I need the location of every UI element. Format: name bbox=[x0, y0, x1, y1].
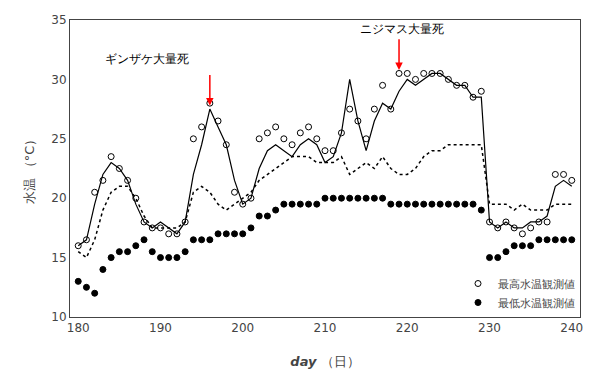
svg-text:240: 240 bbox=[560, 321, 583, 335]
svg-text:ギンザケ大量死: ギンザケ大量死 bbox=[105, 52, 189, 66]
svg-text:200: 200 bbox=[231, 321, 254, 335]
svg-text:230: 230 bbox=[478, 321, 501, 335]
svg-text:day （日）: day （日） bbox=[290, 354, 359, 369]
svg-text:ニジマス大量死: ニジマス大量死 bbox=[360, 22, 444, 36]
svg-text:10: 10 bbox=[51, 310, 66, 324]
svg-text:35: 35 bbox=[51, 13, 66, 27]
svg-text:180: 180 bbox=[67, 321, 90, 335]
svg-text:最低水温観測値: 最低水温観測値 bbox=[498, 297, 575, 310]
svg-text:20: 20 bbox=[51, 191, 66, 205]
svg-text:25: 25 bbox=[51, 132, 66, 146]
svg-text:15: 15 bbox=[51, 251, 66, 265]
svg-text:30: 30 bbox=[51, 73, 66, 87]
svg-text:190: 190 bbox=[149, 321, 172, 335]
svg-text:210: 210 bbox=[314, 321, 337, 335]
svg-text:最高水温観測値: 最高水温観測値 bbox=[498, 278, 575, 291]
svg-text:220: 220 bbox=[396, 321, 419, 335]
svg-text:水温 （°C）: 水温 （°C） bbox=[22, 133, 37, 205]
